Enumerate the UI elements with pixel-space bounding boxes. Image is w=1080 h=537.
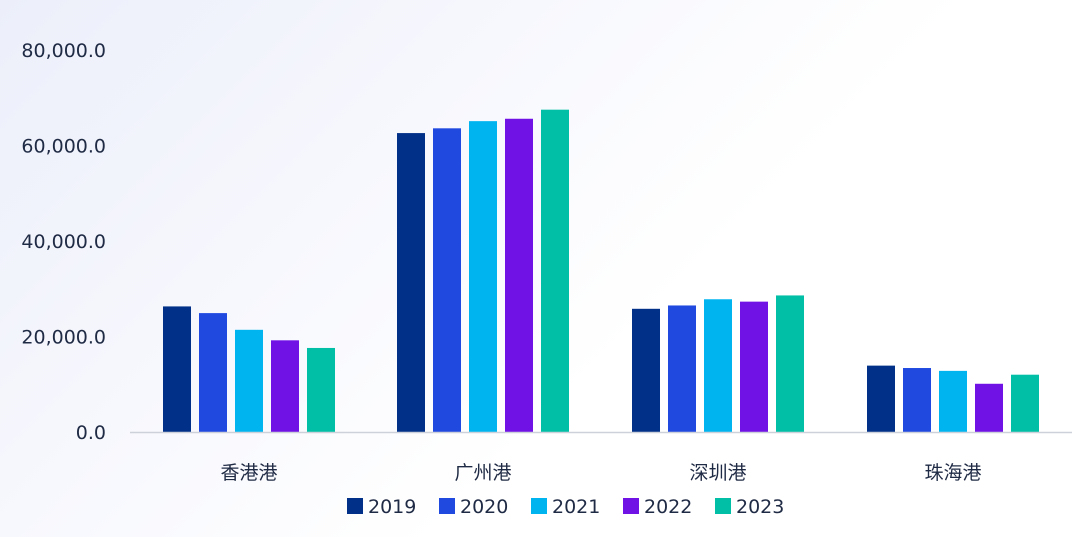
bar-2020-3 [903,368,931,432]
bar-2023-3 [1011,374,1039,432]
x-tick-label: 香港港 [220,462,277,484]
y-tick-label: 40,000.0 [21,231,106,253]
legend-swatch-2022 [623,498,639,514]
y-axis: 0.0 20,000.0 40,000.0 60,000.0 80,000.0 [21,40,106,444]
bar-2022-3 [975,383,1003,432]
bar-2020-1 [433,128,461,432]
bar-2022-2 [740,301,768,432]
bar-2019-3 [867,365,895,432]
bar-2021-2 [704,299,732,432]
y-tick-label: 80,000.0 [21,40,106,62]
bar-2019-0 [163,306,191,432]
y-tick-label: 0.0 [76,422,106,444]
y-tick-label: 60,000.0 [21,136,106,158]
legend-swatch-2021 [531,498,547,514]
legend-label-2020: 2020 [460,496,508,518]
bars [163,109,1039,433]
x-axis: 香港港 广州港 深圳港 珠海港 [220,462,981,484]
bar-2021-1 [469,121,497,433]
bar-2022-1 [505,118,533,432]
bar-2021-3 [939,370,967,432]
legend-swatch-2019 [347,498,363,514]
y-tick-label: 20,000.0 [21,327,106,349]
legend-label-2019: 2019 [368,496,416,518]
bar-2019-1 [397,133,425,432]
bar-2023-0 [307,347,335,432]
bar-2020-2 [668,305,696,432]
legend-label-2023: 2023 [736,496,784,518]
bar-2023-2 [776,295,804,432]
legend-label-2022: 2022 [644,496,692,518]
bar-2023-1 [541,109,569,432]
bar-2021-0 [235,329,263,432]
x-tick-label: 深圳港 [689,462,746,484]
bar-2020-0 [199,313,227,432]
bar-2022-0 [271,340,299,432]
legend-swatch-2023 [715,498,731,514]
x-tick-label: 广州港 [454,462,511,484]
legend-label-2021: 2021 [552,496,600,518]
x-tick-label: 珠海港 [924,462,981,484]
legend-swatch-2020 [439,498,455,514]
legend: 2019 2020 2021 2022 2023 [347,496,784,518]
bar-2019-2 [632,308,660,432]
